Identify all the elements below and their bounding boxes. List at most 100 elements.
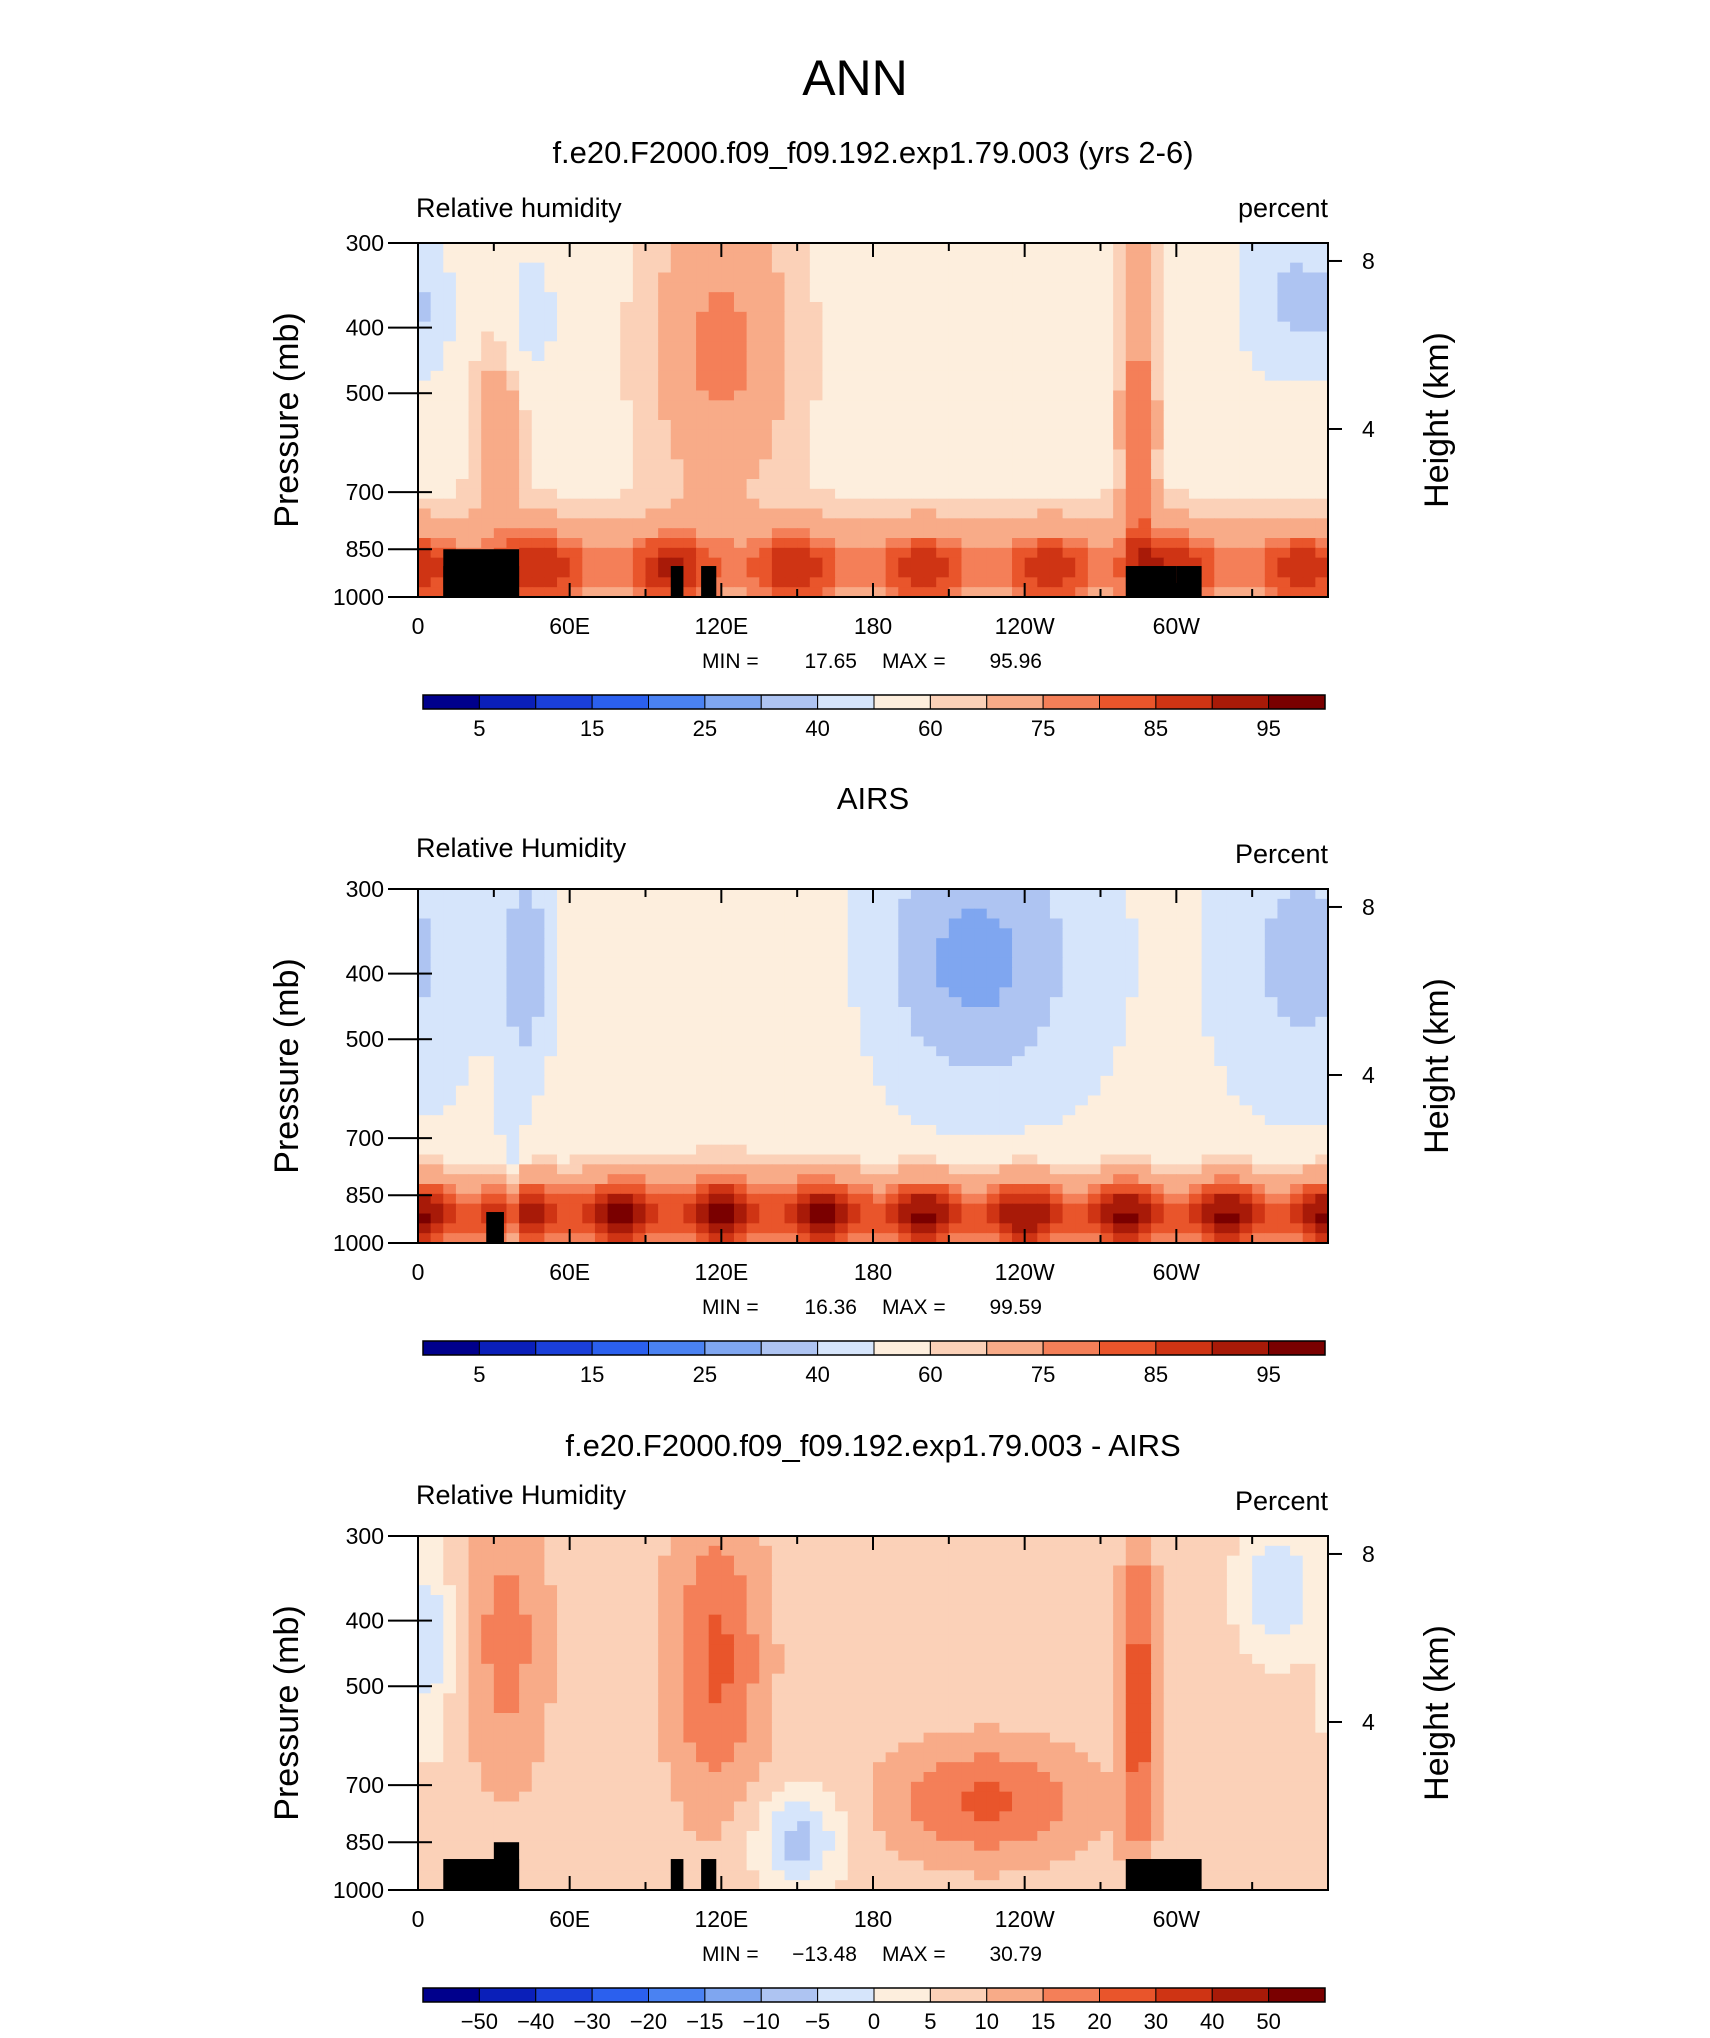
field-cell	[418, 518, 432, 529]
field-cell	[683, 380, 697, 392]
field-cell	[784, 889, 798, 900]
field-cell	[1075, 439, 1089, 451]
field-cell	[797, 380, 811, 392]
field-cell	[594, 479, 609, 490]
field-cell	[948, 1125, 963, 1136]
field-cell	[1037, 547, 1051, 559]
field-cell	[1188, 1125, 1203, 1136]
field-cell	[822, 938, 836, 949]
field-cell	[1138, 938, 1152, 949]
field-cell	[860, 898, 874, 910]
field-cell	[948, 918, 963, 929]
field-cell	[1075, 1007, 1089, 1018]
field-cell	[418, 380, 432, 392]
field-cell	[1214, 292, 1228, 303]
field-cell	[1277, 1007, 1291, 1018]
field-cell	[847, 538, 861, 549]
field-cell	[658, 1184, 672, 1195]
field-cell	[1049, 908, 1064, 920]
field-cell	[1151, 410, 1165, 421]
field-cell	[1012, 518, 1026, 529]
field-cell	[607, 459, 621, 470]
field-cell	[847, 400, 861, 411]
field-cell	[1176, 1164, 1190, 1175]
field-cell	[759, 1115, 773, 1126]
field-cell	[531, 948, 545, 959]
field-cell	[708, 918, 722, 929]
field-cell	[1226, 1066, 1241, 1077]
field-cell	[481, 977, 495, 988]
field-cell	[683, 997, 697, 1008]
field-cell	[670, 370, 685, 382]
field-cell	[910, 528, 925, 539]
field-cell	[1087, 469, 1102, 480]
field-cell	[1188, 429, 1203, 441]
field-cell	[670, 1016, 685, 1028]
field-cell	[670, 439, 685, 451]
field-cell	[569, 1085, 583, 1097]
field-cell	[1087, 918, 1102, 929]
field-cell	[519, 321, 533, 333]
field-cell	[1239, 557, 1253, 569]
field-cell	[1138, 370, 1152, 382]
field-cell	[898, 1125, 912, 1136]
field-cell	[1138, 898, 1152, 910]
field-cell	[746, 538, 760, 549]
field-cell	[910, 390, 925, 401]
field-cell	[1151, 498, 1165, 510]
field-cell	[1037, 1066, 1051, 1077]
field-cell	[1012, 420, 1026, 431]
field-cell	[1075, 469, 1089, 480]
field-cell	[1151, 282, 1165, 293]
field-cell	[683, 1085, 697, 1097]
field-cell	[986, 557, 1000, 569]
field-cell	[594, 557, 609, 569]
field-cell	[708, 351, 722, 362]
field-cell	[632, 341, 647, 352]
field-cell	[468, 1105, 482, 1116]
field-cell	[658, 948, 672, 959]
field-cell	[835, 262, 849, 274]
field-cell	[670, 977, 685, 988]
field-cell	[898, 977, 912, 988]
field-cell	[1290, 262, 1304, 274]
field-cell	[1201, 1164, 1215, 1175]
field-cell	[809, 488, 824, 500]
field-cell	[1188, 1095, 1203, 1106]
field-cell	[1125, 528, 1140, 539]
field-cell	[1113, 488, 1127, 500]
field-cell	[873, 577, 887, 588]
field-cell	[1012, 252, 1026, 264]
field-cell	[999, 1036, 1013, 1047]
field-cell	[1277, 410, 1291, 421]
field-cell	[835, 557, 849, 569]
field-cell	[1226, 439, 1241, 451]
field-cell	[1100, 967, 1114, 979]
field-cell	[1176, 243, 1190, 254]
field-cell	[847, 282, 861, 293]
field-cell	[986, 479, 1000, 490]
field-cell	[1113, 1075, 1127, 1087]
field-cell	[936, 1085, 950, 1097]
field-cell	[885, 1184, 899, 1195]
field-cell	[1315, 390, 1329, 401]
field-cell	[1239, 479, 1253, 490]
field-cell	[645, 1095, 659, 1106]
field-cell	[468, 321, 482, 333]
field-cell	[468, 262, 482, 274]
field-cell	[860, 1075, 874, 1087]
field-cell	[670, 997, 685, 1008]
colorbar-swatch	[873, 694, 931, 710]
field-cell	[632, 262, 647, 274]
field-cell	[1151, 889, 1165, 900]
field-cell	[1315, 1016, 1329, 1028]
field-cell	[594, 331, 609, 342]
x-tick-label: 60W	[1153, 613, 1201, 639]
field-cell	[481, 262, 495, 274]
field-cell	[948, 587, 963, 598]
field-cell	[1151, 292, 1165, 303]
field-cell	[910, 967, 925, 979]
field-cell	[746, 272, 760, 283]
field-cell	[1012, 967, 1026, 979]
field-cell	[746, 1105, 760, 1116]
